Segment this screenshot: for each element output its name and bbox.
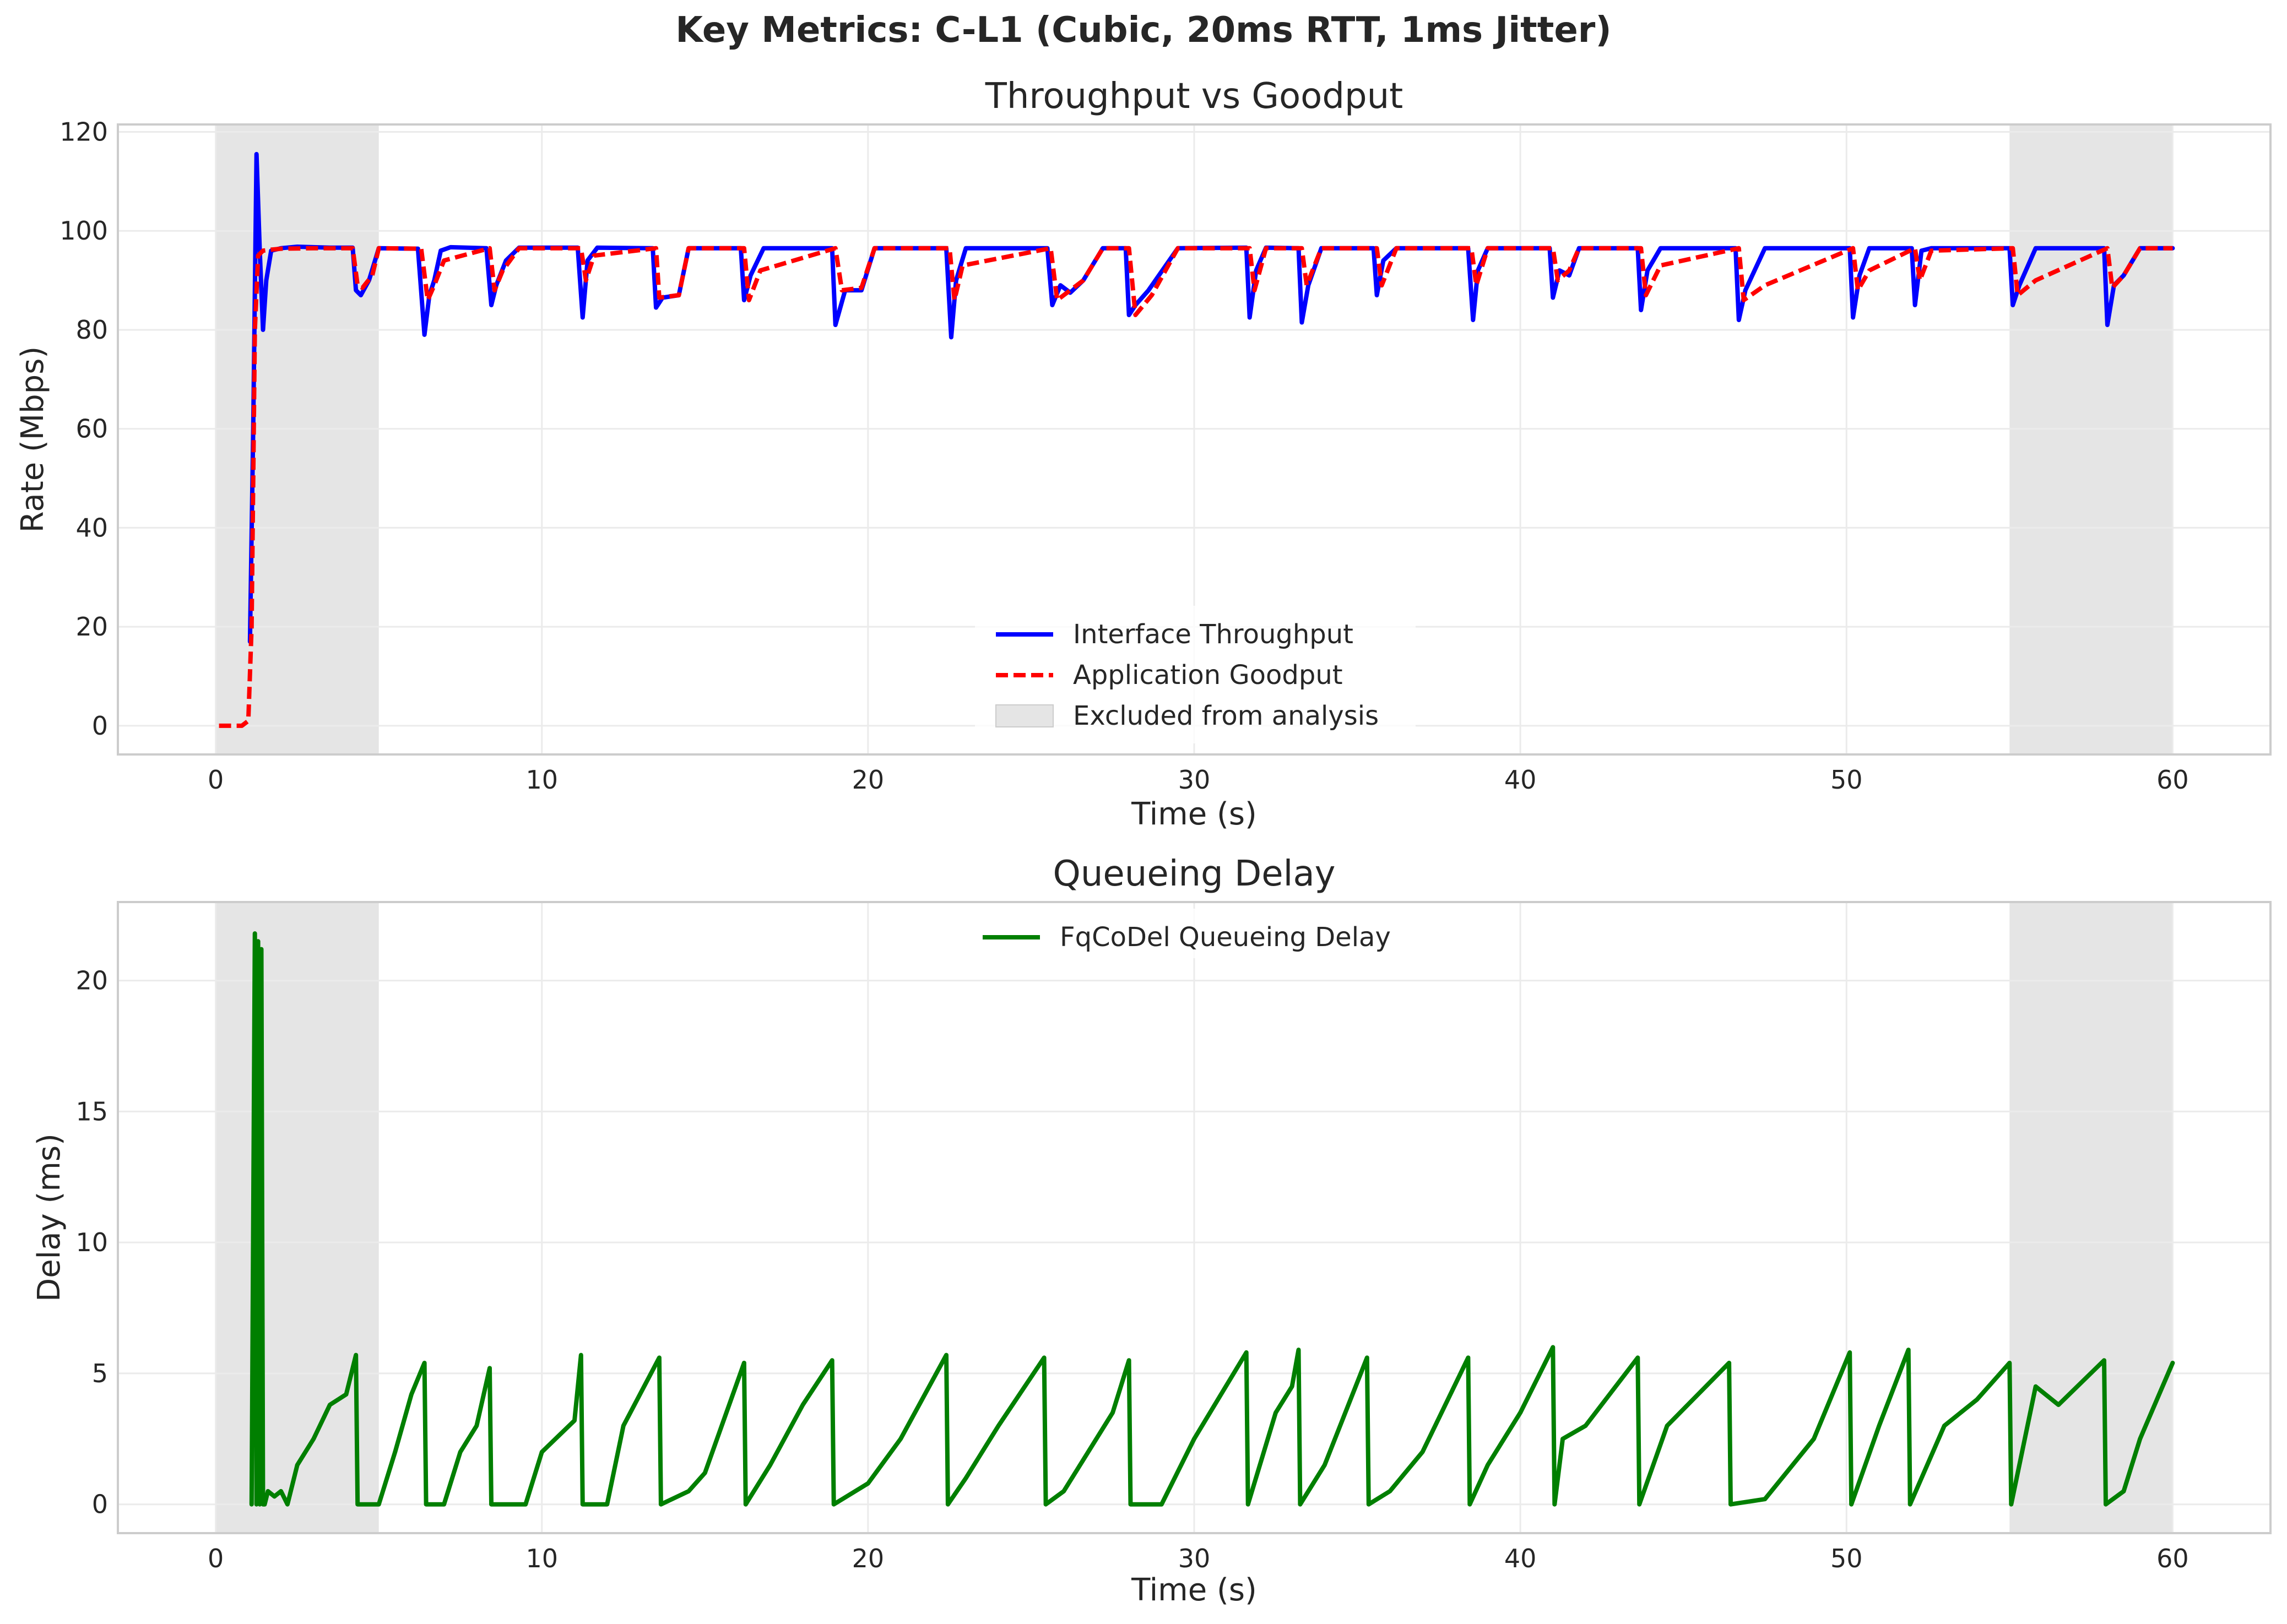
excluded-region-0 — [215, 902, 379, 1533]
excluded-region-0 — [215, 124, 379, 754]
series-line-application-goodput — [219, 246, 2173, 728]
y-tick-label: 5 — [92, 1359, 108, 1388]
x-tick-label: 60 — [2156, 1544, 2189, 1573]
x-tick-label: 10 — [525, 1544, 558, 1573]
queueing-delay-x-axis-label: Time (s) — [1131, 1572, 1257, 1608]
x-tick-label: 40 — [1504, 765, 1537, 795]
throughput-axes-frame — [117, 123, 2272, 756]
x-tick-label: 50 — [1830, 765, 1863, 795]
queueing-delay-grid — [118, 902, 2270, 1533]
x-tick-label: 20 — [852, 1544, 885, 1573]
queueing-delay-y-axis-label: Delay (ms) — [31, 1133, 67, 1302]
throughput-y-axis-label: Rate (Mbps) — [15, 346, 51, 533]
legend-label-application-goodput: Application Goodput — [1073, 660, 1343, 691]
x-tick-label: 20 — [852, 765, 885, 795]
throughput-grid — [118, 124, 2270, 754]
y-tick-label: 15 — [75, 1096, 108, 1126]
figure-title: Key Metrics: C-L1 (Cubic, 20ms RTT, 1ms … — [675, 10, 1611, 51]
x-tick-label: 30 — [1178, 765, 1211, 795]
x-tick-label: 50 — [1830, 1544, 1863, 1573]
y-tick-label: 0 — [92, 1490, 108, 1519]
excluded-region-1 — [2009, 124, 2173, 754]
legend-label-interface-throughput: Interface Throughput — [1073, 619, 1353, 650]
throughput-lines — [219, 151, 2175, 728]
queueing-delay-axes-frame — [117, 901, 2272, 1534]
x-tick-label: 40 — [1504, 1544, 1537, 1573]
throughput-tick-labels: 0 10 20 30 40 50 60 0 20 40 60 80 100 120 — [59, 117, 2188, 795]
y-tick-label: 120 — [59, 117, 108, 146]
x-tick-label: 60 — [2156, 765, 2189, 795]
y-tick-label: 40 — [75, 513, 108, 542]
y-tick-label: 80 — [75, 315, 108, 345]
y-tick-label: 20 — [75, 612, 108, 642]
x-tick-label: 0 — [208, 1544, 224, 1573]
throughput-panel: Throughput vs Goodput 0 10 20 30 40 50 60 0 20 40… — [15, 76, 2272, 832]
y-tick-label: 10 — [75, 1227, 108, 1257]
queueing-delay-shaded-regions — [215, 902, 2173, 1533]
queueing-delay-legend: FqCoDel Queueing Delay — [969, 909, 1421, 958]
throughput-shaded-regions — [215, 124, 2173, 754]
x-tick-label: 10 — [525, 765, 558, 795]
y-tick-label: 60 — [75, 414, 108, 444]
throughput-x-axis-label: Time (s) — [1131, 796, 1257, 832]
y-tick-label: 100 — [59, 216, 108, 246]
excluded-region-1 — [2009, 902, 2173, 1533]
throughput-legend: Interface Throughput Application Goodput… — [975, 606, 1416, 743]
queueing-delay-legend-box — [969, 909, 1421, 958]
legend-label-excluded: Excluded from analysis — [1073, 700, 1379, 731]
series-line-fqcodel-queueing-delay — [249, 931, 2175, 1507]
y-tick-label: 0 — [92, 711, 108, 741]
x-tick-label: 30 — [1178, 1544, 1211, 1573]
legend-label-fqcodel-delay: FqCoDel Queueing Delay — [1060, 922, 1391, 953]
throughput-panel-title: Throughput vs Goodput — [985, 76, 1403, 117]
y-tick-label: 20 — [75, 966, 108, 996]
queueing-delay-panel-title: Queueing Delay — [1053, 854, 1335, 894]
x-tick-label: 0 — [208, 765, 224, 795]
queueing-delay-tick-labels: 0 10 20 30 40 50 60 0 5 10 15 20 — [75, 966, 2188, 1573]
legend-swatch-excluded — [995, 704, 1054, 727]
queueing-delay-panel: Queueing Delay 0 10 20 30 40 50 60 0 5 10 15 20 Tim… — [31, 854, 2272, 1608]
queueing-delay-lines — [249, 931, 2175, 1507]
